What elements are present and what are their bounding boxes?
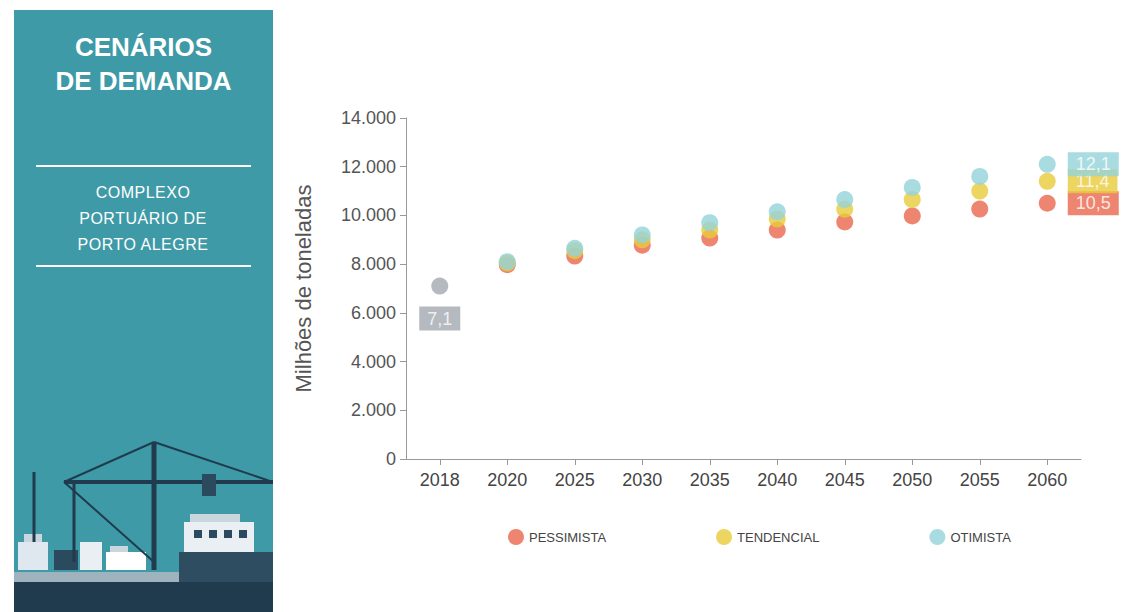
svg-text:2030: 2030 [622,470,662,490]
svg-text:2035: 2035 [690,470,730,490]
svg-text:10.000: 10.000 [341,205,396,225]
svg-text:TENDENCIAL: TENDENCIAL [737,530,819,545]
svg-text:10,5: 10,5 [1076,193,1111,213]
svg-text:12.000: 12.000 [341,157,396,177]
html-text:DE DEMANDA: DE DEMANDA [55,66,232,96]
svg-text:14.000: 14.000 [341,108,396,128]
svg-text:8.000: 8.000 [351,254,396,274]
svg-text:2.000: 2.000 [351,400,396,420]
svg-text:2020: 2020 [487,470,527,490]
html-text:COMPLEXO PORTUÁRIO DE PORTO AL: COMPLEXO PORTUÁRIO DE PORTO ALEGRE [77,184,209,253]
svg-text:0: 0 [386,449,396,469]
svg-text:2045: 2045 [825,470,865,490]
svg-text:4.000: 4.000 [351,352,396,372]
svg-text:2060: 2060 [1027,470,1067,490]
html-text:CENÁRIOS: CENÁRIOS [74,32,213,62]
svg-text:7,1: 7,1 [427,309,452,329]
svg-text:2018: 2018 [420,470,460,490]
svg-text:Milhões de toneladas: Milhões de toneladas [291,185,316,393]
svg-text:2055: 2055 [960,470,1000,490]
svg-text:OTIMISTA: OTIMISTA [950,530,1011,545]
svg-text:2050: 2050 [892,470,932,490]
svg-text:6.000: 6.000 [351,303,396,323]
svg-text:PESSIMISTA: PESSIMISTA [529,530,606,545]
svg-text:2025: 2025 [555,470,595,490]
svg-text:2040: 2040 [757,470,797,490]
svg-text:12,1: 12,1 [1076,154,1111,174]
svg-text:11,4: 11,4 [1075,171,1110,192]
